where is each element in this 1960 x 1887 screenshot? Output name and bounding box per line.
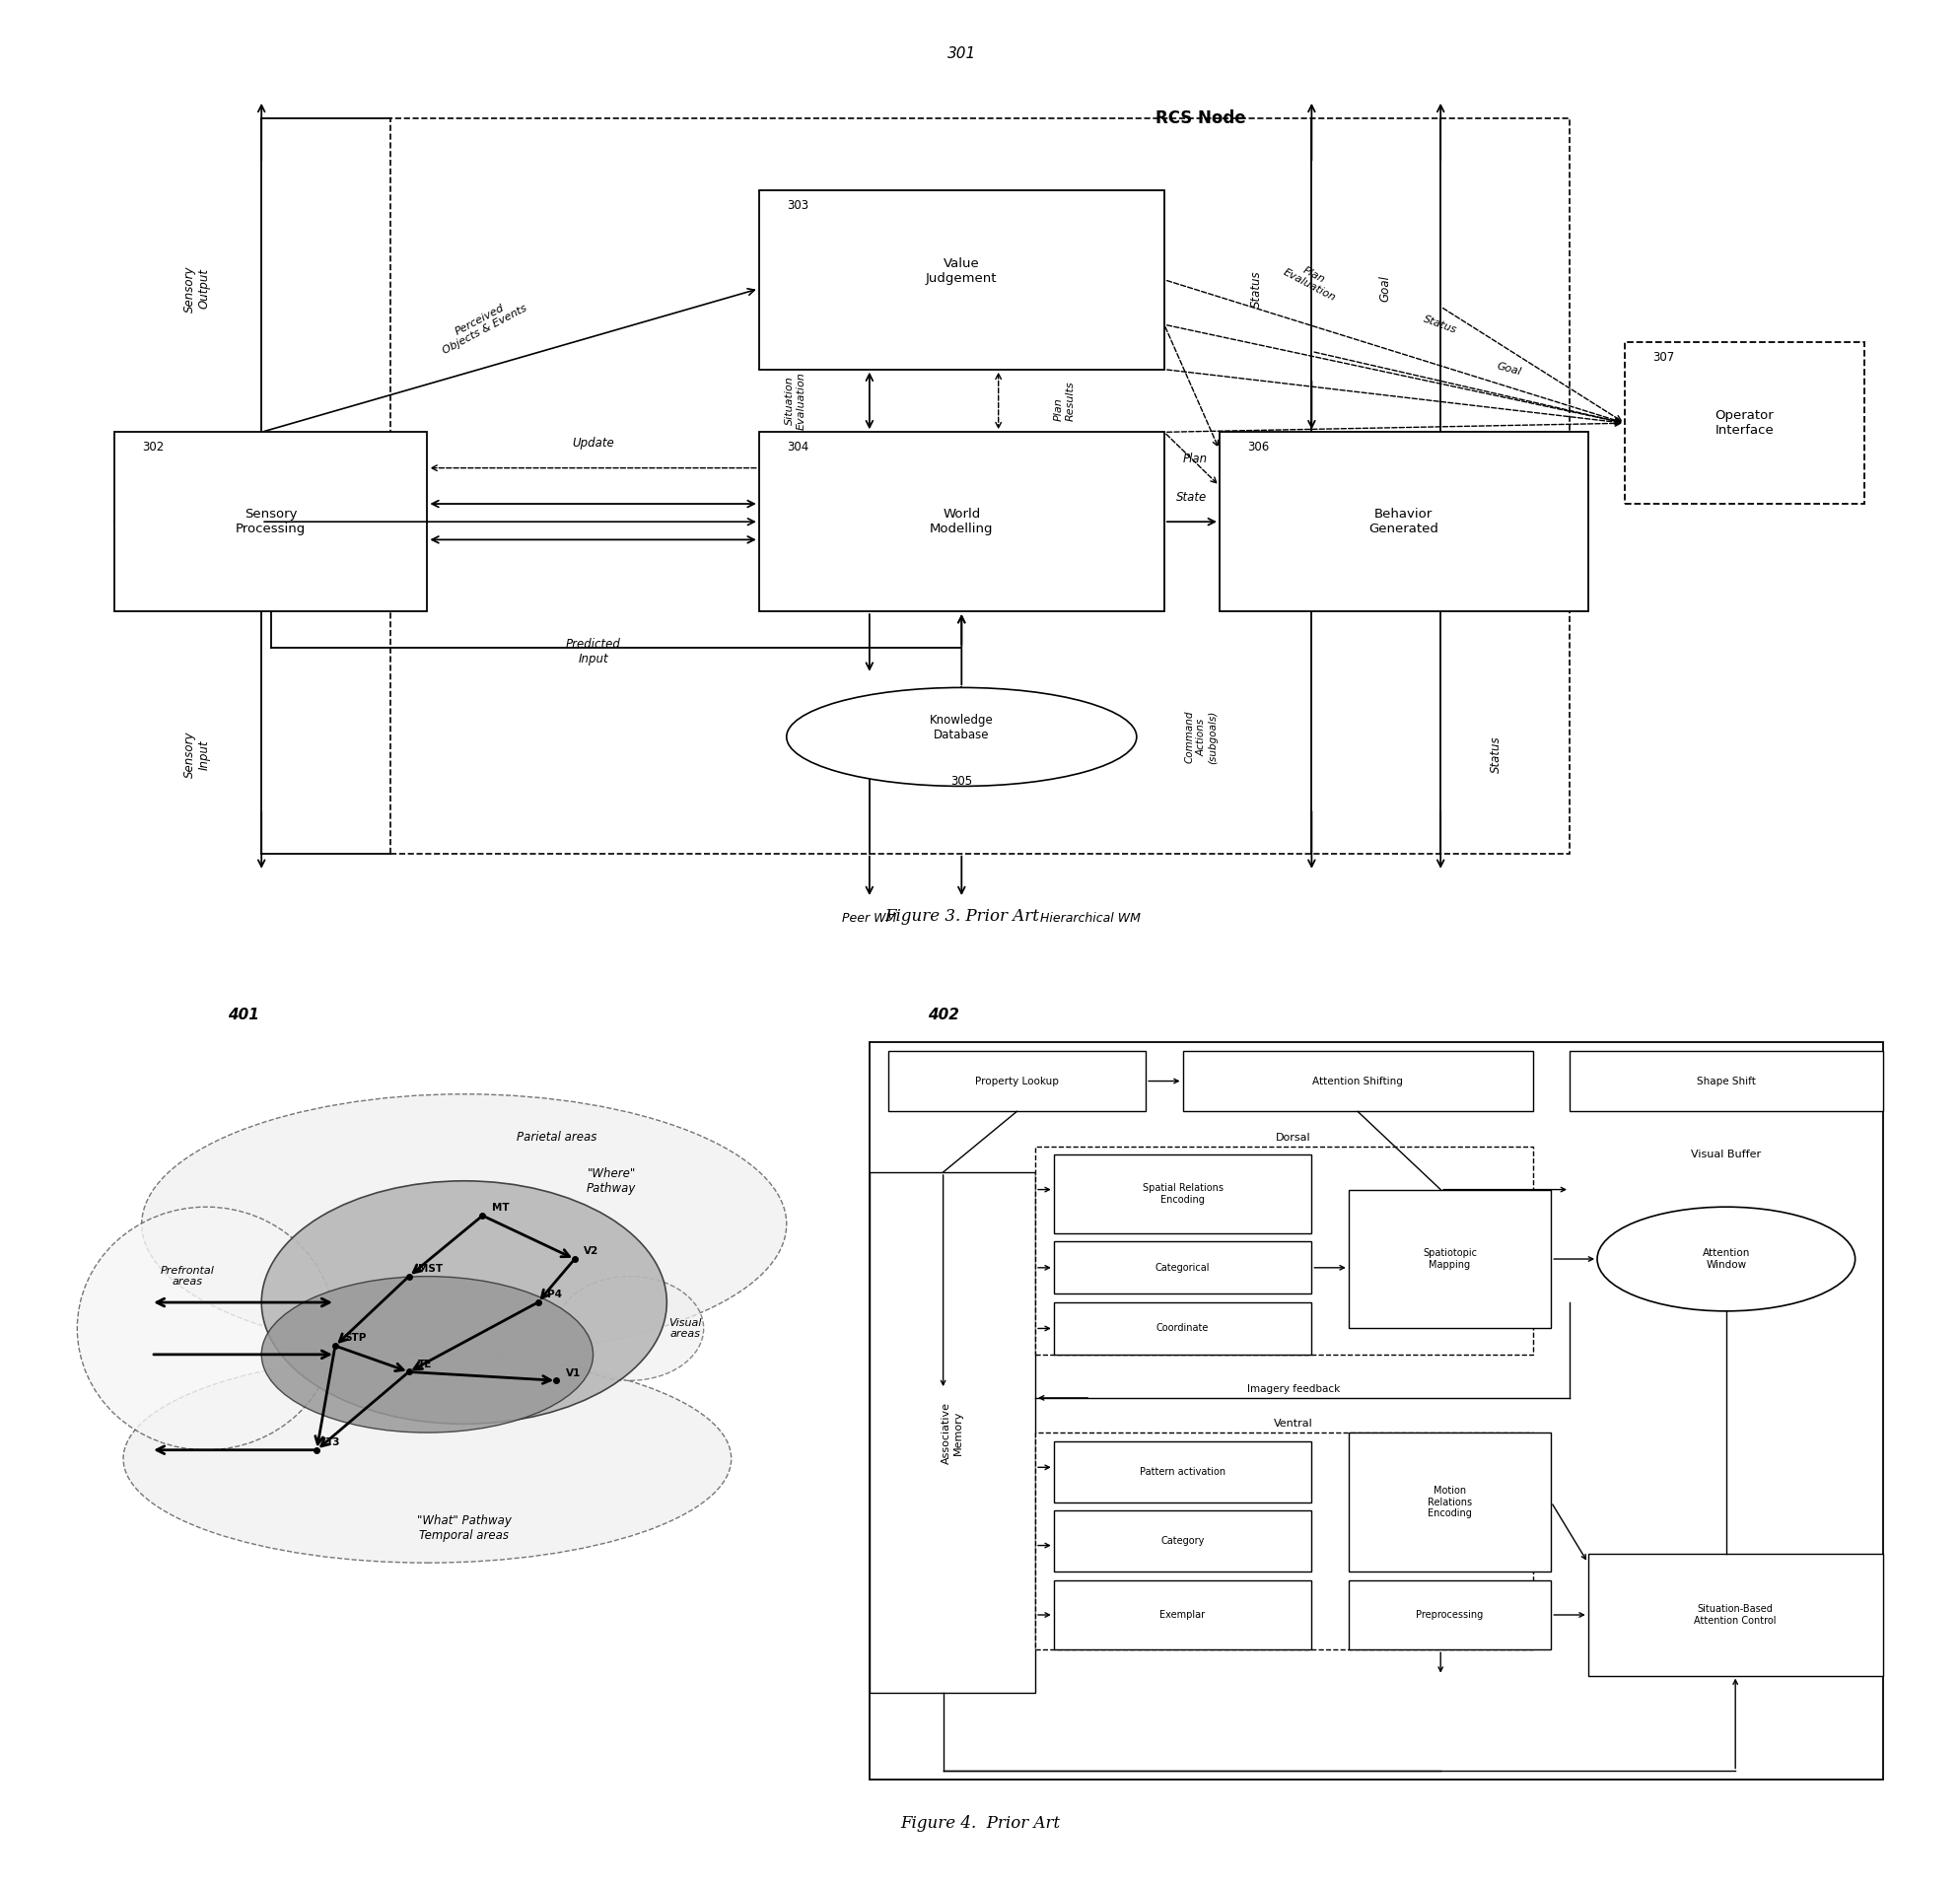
Text: Attention
Window: Attention Window xyxy=(1703,1249,1750,1270)
Text: MT: MT xyxy=(492,1204,510,1213)
Text: "What" Pathway
Temporal areas: "What" Pathway Temporal areas xyxy=(417,1513,512,1542)
Text: Imagery feedback: Imagery feedback xyxy=(1247,1385,1341,1394)
Text: Parietal areas: Parietal areas xyxy=(515,1130,596,1144)
Text: Peer WM: Peer WM xyxy=(843,911,896,925)
Text: TE: TE xyxy=(417,1359,433,1370)
Text: Plan
Results: Plan Results xyxy=(1054,381,1074,421)
Text: Predicted
Input: Predicted Input xyxy=(566,638,621,666)
FancyBboxPatch shape xyxy=(1054,1242,1311,1294)
Text: Sensory
Input: Sensory Input xyxy=(182,732,212,777)
Text: Property Lookup: Property Lookup xyxy=(974,1076,1058,1087)
Text: Status: Status xyxy=(1423,313,1458,336)
Text: Preprocessing: Preprocessing xyxy=(1417,1610,1484,1619)
Text: Update: Update xyxy=(572,438,613,449)
Text: Spatiotopic
Mapping: Spatiotopic Mapping xyxy=(1423,1249,1478,1270)
FancyBboxPatch shape xyxy=(1035,1432,1533,1649)
Text: Command
Actions
(subgoals): Command Actions (subgoals) xyxy=(1184,710,1217,764)
FancyBboxPatch shape xyxy=(1348,1432,1550,1572)
FancyBboxPatch shape xyxy=(1054,1155,1311,1232)
Text: Figure 4.  Prior Art: Figure 4. Prior Art xyxy=(900,1815,1060,1832)
Text: Dorsal: Dorsal xyxy=(1276,1132,1311,1142)
Ellipse shape xyxy=(261,1276,594,1432)
Text: Visual
areas: Visual areas xyxy=(668,1317,702,1340)
Text: Plan: Plan xyxy=(1182,453,1207,466)
FancyBboxPatch shape xyxy=(1219,432,1588,611)
Text: 301: 301 xyxy=(947,47,976,62)
Text: Goal: Goal xyxy=(1495,362,1523,377)
Text: Knowledge
Database: Knowledge Database xyxy=(929,713,994,742)
FancyBboxPatch shape xyxy=(870,1172,1035,1693)
Text: Status: Status xyxy=(1490,736,1501,774)
Text: 305: 305 xyxy=(951,776,972,789)
Text: Figure 3. Prior Art: Figure 3. Prior Art xyxy=(884,908,1039,925)
FancyBboxPatch shape xyxy=(1054,1579,1311,1649)
Text: 304: 304 xyxy=(786,442,808,455)
Text: Motion
Relations
Encoding: Motion Relations Encoding xyxy=(1427,1485,1472,1519)
Text: V1: V1 xyxy=(564,1368,580,1378)
Text: Operator
Interface: Operator Interface xyxy=(1715,409,1774,438)
Text: Status: Status xyxy=(1250,270,1262,308)
Text: Category: Category xyxy=(1160,1536,1205,1545)
Text: Pattern activation: Pattern activation xyxy=(1139,1466,1225,1478)
Text: Goal: Goal xyxy=(1380,276,1392,302)
Text: MST: MST xyxy=(417,1264,443,1274)
Text: T3: T3 xyxy=(325,1438,341,1447)
Text: Ventral: Ventral xyxy=(1274,1419,1313,1428)
FancyBboxPatch shape xyxy=(870,1042,1884,1779)
FancyBboxPatch shape xyxy=(1570,1051,1884,1111)
Text: 306: 306 xyxy=(1247,442,1268,455)
FancyBboxPatch shape xyxy=(1348,1579,1550,1649)
FancyBboxPatch shape xyxy=(114,432,427,611)
Ellipse shape xyxy=(1597,1208,1854,1311)
Text: "Where"
Pathway: "Where" Pathway xyxy=(586,1166,637,1194)
Ellipse shape xyxy=(557,1276,704,1381)
Ellipse shape xyxy=(76,1208,335,1449)
Text: Associative
Memory: Associative Memory xyxy=(941,1402,962,1464)
Text: Prefrontal
areas: Prefrontal areas xyxy=(161,1266,216,1287)
Text: Attention Shifting: Attention Shifting xyxy=(1313,1076,1403,1087)
Text: 302: 302 xyxy=(141,442,163,455)
FancyBboxPatch shape xyxy=(390,119,1570,853)
Text: Value
Judgement: Value Judgement xyxy=(925,257,998,285)
FancyBboxPatch shape xyxy=(1054,1511,1311,1572)
FancyBboxPatch shape xyxy=(1588,1555,1884,1676)
Text: RCS Node: RCS Node xyxy=(1156,109,1247,126)
Text: Situation-Based
Attention Control: Situation-Based Attention Control xyxy=(1693,1604,1776,1625)
Text: World
Modelling: World Modelling xyxy=(929,508,994,536)
Text: Sensory
Processing: Sensory Processing xyxy=(235,508,306,536)
Text: State: State xyxy=(1176,491,1207,504)
Text: Shape Shift: Shape Shift xyxy=(1697,1076,1756,1087)
Text: Categorical: Categorical xyxy=(1154,1262,1209,1272)
Ellipse shape xyxy=(123,1355,731,1562)
Text: Exemplar: Exemplar xyxy=(1160,1610,1205,1619)
FancyBboxPatch shape xyxy=(759,432,1164,611)
Text: Hierarchical WM: Hierarchical WM xyxy=(1041,911,1141,925)
FancyBboxPatch shape xyxy=(1625,343,1864,504)
Ellipse shape xyxy=(786,687,1137,787)
FancyBboxPatch shape xyxy=(1348,1189,1550,1328)
Ellipse shape xyxy=(261,1181,666,1425)
Text: P4: P4 xyxy=(547,1291,563,1300)
Text: 303: 303 xyxy=(786,198,808,211)
Text: Situation
Evaluation: Situation Evaluation xyxy=(786,372,806,430)
Text: 307: 307 xyxy=(1652,351,1674,364)
Text: STP: STP xyxy=(345,1334,367,1344)
Text: Plan
Evaluation: Plan Evaluation xyxy=(1282,257,1343,302)
Text: Behavior
Generated: Behavior Generated xyxy=(1368,508,1439,536)
Text: Sensory
Output: Sensory Output xyxy=(182,266,212,311)
FancyBboxPatch shape xyxy=(759,191,1164,370)
FancyBboxPatch shape xyxy=(888,1051,1147,1111)
FancyBboxPatch shape xyxy=(1182,1051,1533,1111)
Text: Perceived
Objects & Events: Perceived Objects & Events xyxy=(435,292,529,357)
Text: 402: 402 xyxy=(927,1008,958,1023)
FancyBboxPatch shape xyxy=(1054,1442,1311,1502)
Text: Coordinate: Coordinate xyxy=(1156,1323,1209,1334)
FancyBboxPatch shape xyxy=(1054,1302,1311,1355)
Text: V2: V2 xyxy=(584,1247,600,1257)
Text: 401: 401 xyxy=(227,1008,259,1023)
Text: Spatial Relations
Encoding: Spatial Relations Encoding xyxy=(1143,1183,1223,1204)
FancyBboxPatch shape xyxy=(1035,1145,1533,1355)
Text: Visual Buffer: Visual Buffer xyxy=(1691,1149,1762,1161)
Ellipse shape xyxy=(141,1094,786,1355)
